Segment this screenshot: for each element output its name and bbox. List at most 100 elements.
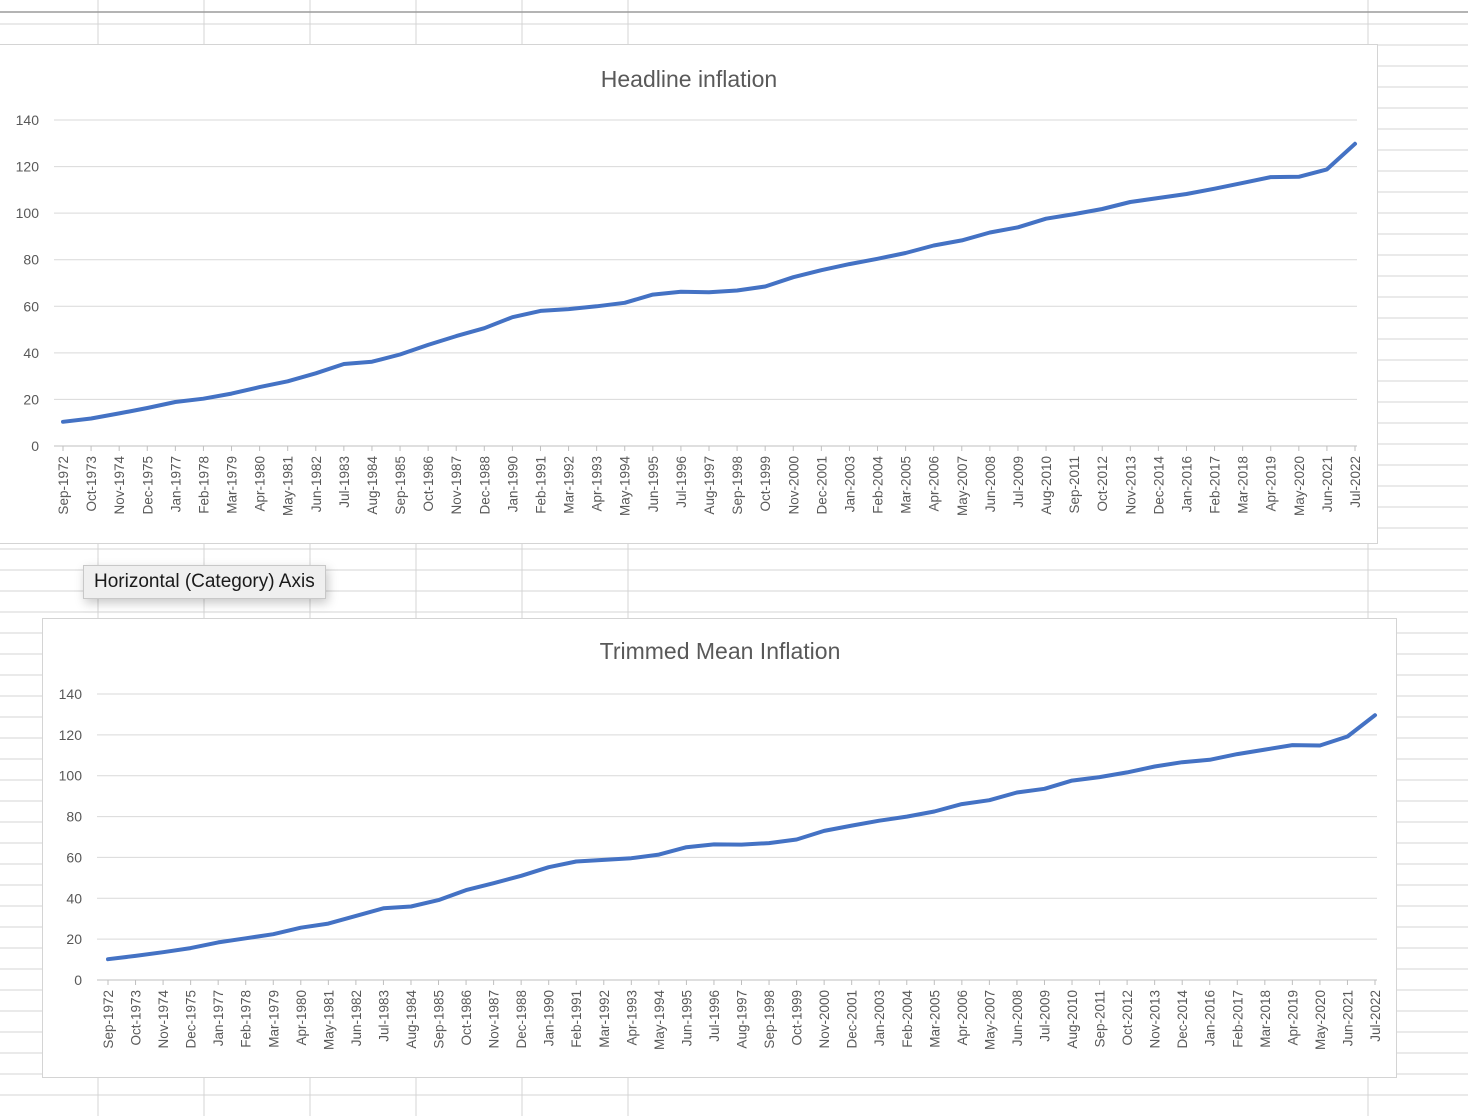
x-tick-label: Aug-1984 [365, 456, 380, 515]
x-tick-label: Oct-1986 [421, 456, 436, 512]
x-tick-label: Jun-2021 [1320, 456, 1335, 512]
x-tick-label: Jan-1990 [542, 990, 557, 1046]
x-tick-label: Jul-2009 [1011, 456, 1026, 508]
x-tick-label: Sep-2011 [1067, 456, 1082, 514]
x-tick-label: Sep-2011 [1093, 990, 1108, 1048]
x-tick-label: Jul-2009 [1037, 990, 1052, 1042]
x-tick-label: Mar-2005 [899, 456, 914, 514]
x-tick-label: Oct-1973 [84, 456, 99, 512]
y-tick-label: 40 [23, 345, 39, 361]
x-tick-label: Apr-1993 [624, 990, 639, 1046]
x-tick-label: May-2020 [1313, 990, 1328, 1050]
x-tick-label: Dec-2014 [1175, 990, 1190, 1049]
x-tick-label: Jul-1996 [674, 456, 689, 508]
x-tick-label: Jul-1983 [337, 456, 352, 508]
x-tick-label: Sep-1985 [393, 456, 408, 515]
y-tick-label: 80 [23, 252, 39, 268]
x-tick-label: Jun-2021 [1340, 990, 1355, 1046]
x-tick-label: Jul-2022 [1348, 456, 1363, 508]
x-tick-label: May-1994 [618, 456, 633, 517]
x-tick-label: Apr-2006 [955, 990, 970, 1046]
y-tick-label: 100 [59, 768, 83, 784]
headline-inflation-chart[interactable]: Headline inflation 0 20 40 60 80 100 120 140 Sep… [0, 44, 1378, 544]
y-tick-label: 60 [23, 298, 39, 314]
x-tick-label: Sep-1972 [101, 990, 116, 1049]
x-tick-label: Jun-1982 [309, 456, 324, 512]
x-tick-label: Nov-1987 [487, 990, 502, 1049]
y-tick-label: 100 [16, 205, 40, 221]
x-tick-label: Aug-1997 [735, 990, 750, 1049]
x-tick-label: Jul-2022 [1368, 990, 1383, 1042]
x-tick-label: Jun-1995 [646, 456, 661, 512]
y-tick-label: 140 [59, 686, 83, 702]
x-tick-label: Aug-2010 [1039, 456, 1054, 515]
y-tick-label: 40 [66, 890, 82, 906]
x-tick-label: Oct-1986 [459, 990, 474, 1046]
x-tick-label: Jan-1977 [168, 456, 183, 512]
x-tick-label: Feb-2004 [900, 990, 915, 1048]
x-tick-label: Nov-1974 [156, 990, 171, 1049]
x-tick-label: Nov-2013 [1123, 456, 1138, 515]
x-tick-label: Oct-2012 [1095, 456, 1110, 512]
x-tick-label: Feb-1978 [196, 456, 211, 514]
series-line[interactable] [106, 713, 1377, 962]
x-tick-label: Apr-2006 [927, 456, 942, 512]
x-tick-label: Mar-2005 [927, 990, 942, 1048]
x-tick-label: May-2007 [955, 456, 970, 516]
x-tick-label: Apr-2019 [1285, 990, 1300, 1046]
x-tick-label: Jan-2003 [842, 456, 857, 512]
x-tick-label: Aug-2010 [1065, 990, 1080, 1049]
chart-title: Headline inflation [601, 66, 777, 92]
x-tick-label: Jul-1996 [707, 990, 722, 1042]
x-tick-label: Sep-1998 [762, 990, 777, 1049]
x-tick-label: Jan-1990 [505, 456, 520, 512]
y-tick-label: 0 [31, 438, 39, 454]
x-tick-label: Jun-1982 [349, 990, 364, 1046]
x-tick-label: Dec-2001 [814, 456, 829, 515]
x-tick-label: Apr-1980 [253, 456, 268, 512]
x-tick-label: May-1994 [652, 990, 667, 1051]
x-tick-label: Apr-2019 [1264, 456, 1279, 512]
y-tick-label: 140 [16, 112, 40, 128]
x-tick-label: Oct-1973 [129, 990, 144, 1046]
x-tick-label: Nov-2000 [786, 456, 801, 515]
x-tick-label: Jul-1983 [376, 990, 391, 1042]
x-tick-label: Sep-1985 [432, 990, 447, 1049]
x-tick-label: Dec-1975 [184, 990, 199, 1049]
x-tick-label: Jan-2016 [1179, 456, 1194, 512]
x-tick-label: Jun-2008 [1010, 990, 1025, 1046]
x-tick-label: Jan-2016 [1203, 990, 1218, 1046]
x-tick-label: Feb-2004 [871, 456, 886, 514]
x-tick-label: May-2007 [982, 990, 997, 1050]
x-tick-label: Aug-1984 [404, 990, 419, 1049]
y-tick-label: 120 [59, 727, 83, 743]
x-tick-label: Aug-1997 [702, 456, 717, 515]
series-line[interactable] [61, 141, 1357, 424]
x-tick-label: Apr-1993 [590, 456, 605, 512]
x-tick-label: Jan-1977 [211, 990, 226, 1046]
headline-inflation-plot: Headline inflation 0 20 40 60 80 100 120 140 Sep… [16, 66, 1363, 517]
x-tick-label: Dec-2014 [1151, 456, 1166, 515]
x-tick-label: Mar-1979 [266, 990, 281, 1048]
x-tick-label: Oct-1999 [758, 456, 773, 512]
trimmed-mean-inflation-plot: Trimmed Mean Inflation 0 20 40 60 80 100 120 14… [59, 638, 1383, 1051]
x-tick-label: Mar-1979 [225, 456, 240, 514]
x-tick-label: Nov-2013 [1148, 990, 1163, 1049]
y-tick-label: 0 [74, 972, 82, 988]
x-tick-label: Nov-1974 [112, 456, 127, 515]
y-tick-label: 20 [66, 931, 82, 947]
x-tick-label: May-1981 [281, 456, 296, 516]
x-tick-label: Mar-1992 [597, 990, 612, 1048]
y-tick-label: 20 [23, 391, 39, 407]
x-tick-label: Feb-1978 [239, 990, 254, 1048]
y-tick-label: 120 [16, 159, 40, 175]
x-tick-label: Mar-2018 [1258, 990, 1273, 1048]
y-tick-label: 60 [66, 849, 82, 865]
x-tick-label: Oct-2012 [1120, 990, 1135, 1046]
x-tick-label: Dec-1988 [477, 456, 492, 515]
x-tick-label: Jun-2008 [983, 456, 998, 512]
x-tick-label: Apr-1980 [294, 990, 309, 1046]
trimmed-mean-inflation-chart[interactable]: Trimmed Mean Inflation 0 20 40 60 80 100 120 14… [42, 618, 1397, 1078]
x-tick-label: Jan-2003 [872, 990, 887, 1046]
x-tick-label: Nov-1987 [449, 456, 464, 515]
